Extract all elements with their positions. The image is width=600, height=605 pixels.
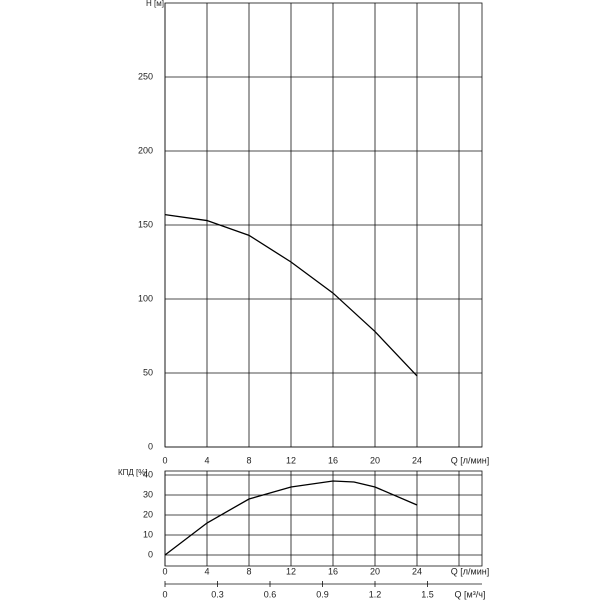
y-tick-label: 50 <box>143 367 153 377</box>
x-tick-label: 0 <box>162 455 167 465</box>
x-axis-label: Q [л/мин] <box>451 455 489 465</box>
x-tick-label: 8 <box>246 566 251 576</box>
y-tick-label: 30 <box>143 489 153 499</box>
y-tick-label: 200 <box>138 145 153 155</box>
x-tick-label: 16 <box>328 455 338 465</box>
x2-tick-label: 0.3 <box>211 589 224 599</box>
x-tick-label: 8 <box>246 455 251 465</box>
x-tick-label: 16 <box>328 566 338 576</box>
x-tick-label: 0 <box>162 566 167 576</box>
x-tick-label: 4 <box>204 455 209 465</box>
x-tick-label: 20 <box>370 455 380 465</box>
y-axis-label: H [м] <box>146 0 164 8</box>
x2-tick-label: 1.2 <box>369 589 382 599</box>
x2-tick-label: 0 <box>162 589 167 599</box>
x2-tick-label: 1.5 <box>421 589 434 599</box>
y-axis-label: КПД [%] <box>118 468 148 477</box>
x2-axis-label: Q [м³/ч] <box>455 589 486 599</box>
y-tick-label: 20 <box>143 509 153 519</box>
y-tick-label: 150 <box>138 219 153 229</box>
y-tick-label: 100 <box>138 293 153 303</box>
x-tick-label: 12 <box>286 566 296 576</box>
y-tick-label: 0 <box>148 549 153 559</box>
x-tick-label: 4 <box>204 566 209 576</box>
x-tick-label: 20 <box>370 566 380 576</box>
x-tick-label: 24 <box>412 455 422 465</box>
y-tick-label: 10 <box>143 529 153 539</box>
plot-frame <box>164 470 483 567</box>
x2-tick-label: 0.6 <box>264 589 277 599</box>
y-tick-label: 40 <box>143 469 153 479</box>
data-line <box>164 480 418 556</box>
x-axis-label: Q [л/мин] <box>451 566 489 576</box>
y-tick-label: 0 <box>148 441 153 451</box>
x-tick-label: 12 <box>286 455 296 465</box>
data-line <box>164 213 418 377</box>
x-tick-label: 24 <box>412 566 422 576</box>
x2-tick-label: 0.9 <box>316 589 329 599</box>
y-tick-label: 250 <box>138 71 153 81</box>
